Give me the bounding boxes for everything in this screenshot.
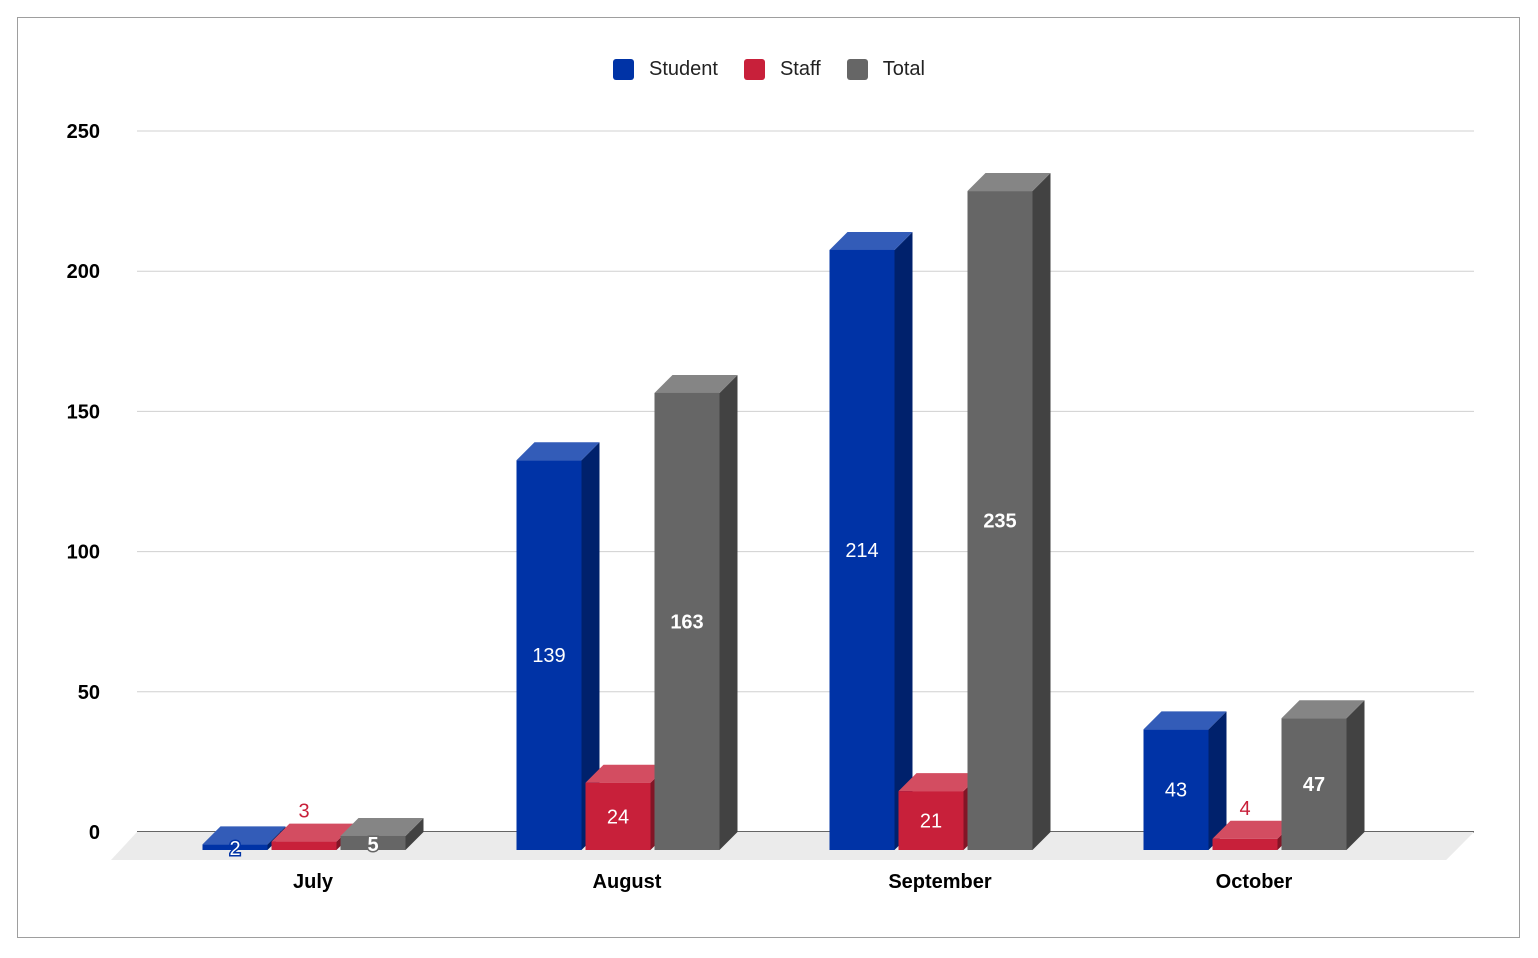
- data-label: 3: [298, 801, 309, 823]
- data-label: 24: [607, 806, 629, 828]
- bar-front: [340, 835, 406, 850]
- bar-side: [405, 817, 424, 850]
- bar-front: [1143, 729, 1209, 850]
- bar-side: [719, 374, 738, 850]
- bar-front: [967, 191, 1033, 850]
- bar-front: [516, 460, 582, 850]
- bar-front: [585, 782, 651, 850]
- legend-label: Total: [882, 58, 925, 80]
- data-label: 139: [532, 645, 565, 667]
- data-label: 21: [920, 811, 942, 833]
- y-tick-label: 250: [67, 121, 100, 143]
- bar-top: [1281, 700, 1365, 719]
- bar-top: [202, 826, 286, 845]
- data-label: 163: [670, 611, 703, 633]
- data-label: 43: [1165, 780, 1187, 802]
- bar-total-july: [340, 817, 424, 850]
- bar-total-august: [654, 374, 738, 850]
- x-tick-label: September: [888, 871, 992, 893]
- bar-top: [585, 764, 669, 783]
- data-label: 4: [1239, 798, 1250, 820]
- chart-legend: Student Staff Total: [0, 58, 1538, 81]
- bar-front: [1212, 838, 1278, 850]
- x-tick-label: August: [593, 871, 662, 893]
- bar-student-september: [829, 231, 913, 851]
- legend-swatch: [613, 59, 634, 80]
- bar-student-october: [1143, 711, 1227, 850]
- bar-top: [654, 374, 738, 393]
- bar-front: [202, 844, 268, 850]
- bar-total-september: [967, 173, 1051, 850]
- bar-top: [967, 173, 1051, 192]
- y-tick-label: 50: [78, 682, 100, 704]
- legend-label: Staff: [779, 58, 821, 80]
- bar-side: [894, 231, 913, 851]
- bar-top: [271, 823, 355, 842]
- bar-front: [271, 841, 337, 850]
- x-tick-label: July: [293, 871, 334, 893]
- y-tick-label: 150: [67, 401, 100, 423]
- bar-top: [1212, 820, 1296, 839]
- bar-total-october: [1281, 700, 1365, 850]
- legend-swatch: [846, 59, 868, 80]
- bar-front: [654, 392, 720, 850]
- bar-student-august: [516, 442, 600, 850]
- data-label: 235: [983, 511, 1016, 533]
- data-label: 47: [1303, 774, 1325, 796]
- y-tick-label: 200: [67, 261, 100, 283]
- bar-top: [516, 442, 600, 461]
- data-label: 214: [845, 540, 878, 562]
- y-tick-label: 0: [89, 822, 100, 844]
- bar-side: [1346, 700, 1365, 850]
- legend-item-staff: Staff: [743, 58, 821, 81]
- bar-side: [581, 442, 600, 850]
- legend-item-student: Student: [613, 58, 718, 81]
- bar-side: [1032, 173, 1051, 850]
- bar-front: [898, 791, 964, 850]
- gridlines: [137, 130, 1474, 833]
- legend-swatch: [743, 59, 765, 80]
- data-label: 5: [367, 834, 378, 856]
- bar-front: [829, 249, 895, 851]
- x-tick-label: October: [1216, 871, 1293, 893]
- legend-item-total: Total: [846, 58, 925, 81]
- bar-top: [829, 231, 913, 250]
- y-tick-label: 100: [67, 542, 100, 564]
- legend-label: Student: [649, 58, 718, 80]
- bar-top: [898, 773, 982, 792]
- bar-front: [1281, 718, 1347, 850]
- data-label: 2: [229, 838, 240, 860]
- bar-top: [340, 817, 424, 836]
- bar-side: [1208, 711, 1227, 850]
- chart-floor: [111, 832, 1474, 860]
- chart-frame: [17, 17, 1520, 938]
- bar-top: [1143, 711, 1227, 730]
